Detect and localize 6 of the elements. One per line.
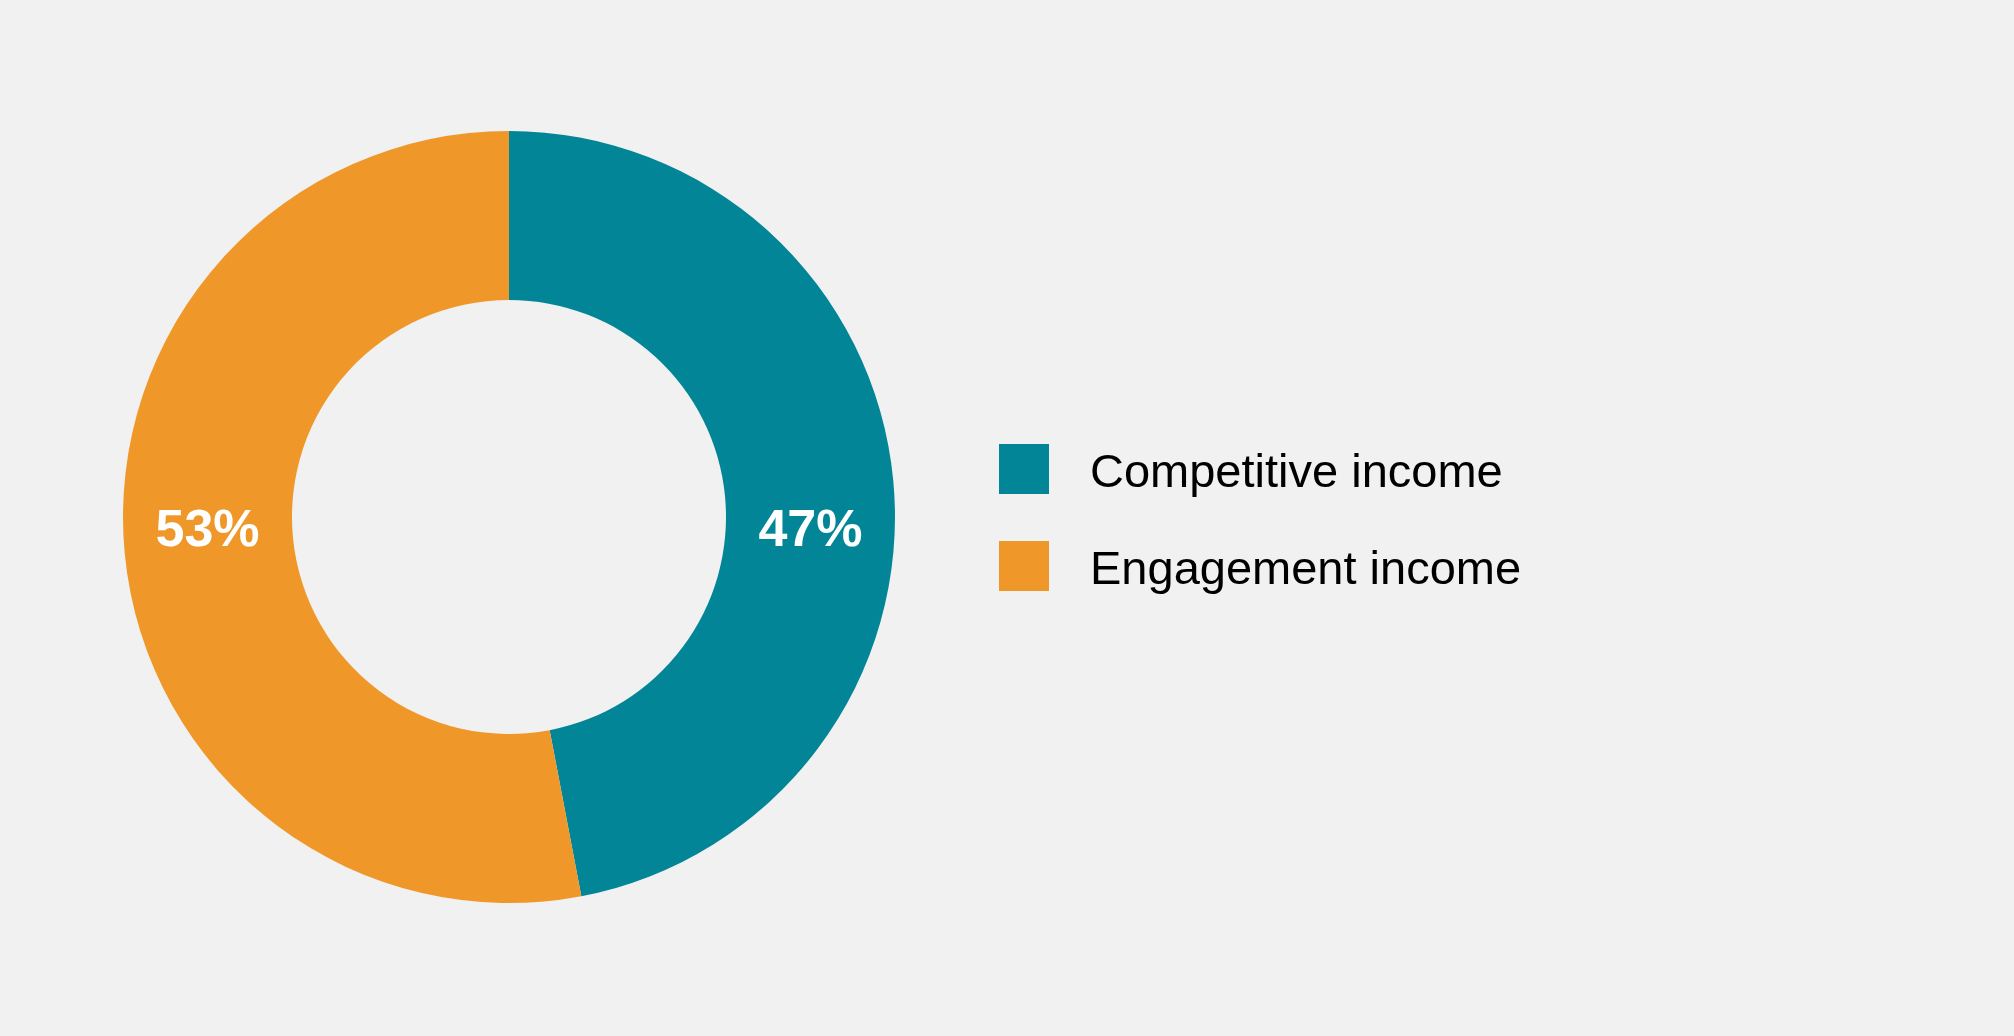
donut-slice <box>509 131 895 897</box>
data-label: 53% <box>155 499 260 557</box>
donut-slice <box>123 131 582 903</box>
legend-label: Engagement income <box>1090 541 1522 594</box>
data-label: 47% <box>758 499 863 557</box>
legend-label: Competitive income <box>1090 444 1503 497</box>
